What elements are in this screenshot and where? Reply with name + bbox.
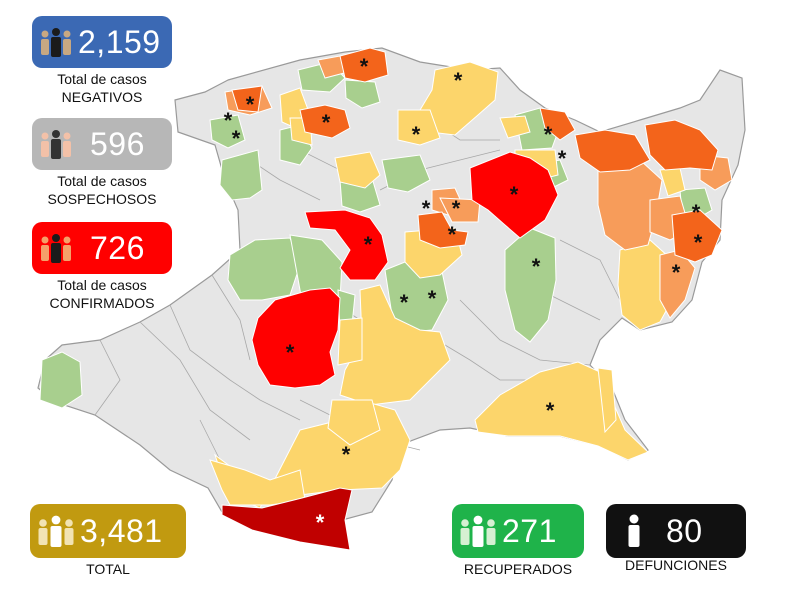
marker: *	[412, 122, 421, 147]
sospechosos-value: 596	[90, 126, 145, 162]
defunciones-badge: 80	[606, 504, 746, 558]
recuperados-value: 271	[502, 513, 557, 549]
sospechosos-badge: 596	[32, 118, 172, 170]
negativos-caption: Total de casos NEGATIVOS	[57, 71, 147, 105]
marker: *	[448, 222, 457, 247]
negativos-value: 2,159	[78, 24, 161, 60]
marker: *	[510, 182, 519, 207]
confirmados-caption: Total de casos CONFIRMADOS	[49, 277, 155, 311]
marker: *	[544, 122, 553, 147]
marker: *	[532, 254, 541, 279]
marker: *	[232, 126, 241, 151]
marker: *	[546, 398, 555, 423]
defunciones-caption: DEFUNCIONES	[625, 557, 727, 573]
marker: *	[422, 196, 431, 221]
marker: *	[224, 108, 233, 133]
people-icon	[458, 512, 498, 550]
marker: *	[342, 442, 351, 467]
case-markers: * * * * * * * * * * * * * * * * * * * * …	[224, 54, 703, 535]
negativos-badge: 2,159	[32, 16, 172, 68]
marker-white: *	[316, 510, 325, 535]
confirmados-badge: 726	[32, 222, 172, 274]
marker: *	[428, 286, 437, 311]
dark-red-municipality	[221, 487, 353, 551]
marker: *	[322, 110, 331, 135]
total-value: 3,481	[80, 513, 163, 549]
marker: *	[672, 260, 681, 285]
marker: *	[400, 290, 409, 315]
marker: *	[286, 340, 295, 365]
sospechosos-caption: Total de casos SOSPECHOSOS	[47, 173, 157, 207]
marker: *	[360, 54, 369, 79]
marker: *	[692, 200, 701, 225]
person-icon	[624, 512, 644, 550]
people-icon	[36, 512, 76, 550]
confirmados-value: 726	[90, 230, 145, 266]
marker: *	[454, 68, 463, 93]
total-badge: 3,481	[30, 504, 186, 558]
orange-municipalities	[231, 47, 723, 263]
people-icon	[38, 230, 74, 266]
marker: *	[452, 196, 461, 221]
recuperados-badge: 271	[452, 504, 584, 558]
recuperados-caption: RECUPERADOS	[463, 561, 573, 577]
total-caption: TOTAL	[86, 561, 130, 577]
marker: *	[364, 232, 373, 257]
marker: *	[558, 146, 567, 171]
people-icon	[38, 126, 74, 162]
defunciones-value: 80	[666, 513, 703, 549]
people-icon	[38, 24, 74, 60]
marker: *	[694, 230, 703, 255]
red-municipalities	[251, 151, 559, 389]
marker: *	[246, 92, 255, 117]
